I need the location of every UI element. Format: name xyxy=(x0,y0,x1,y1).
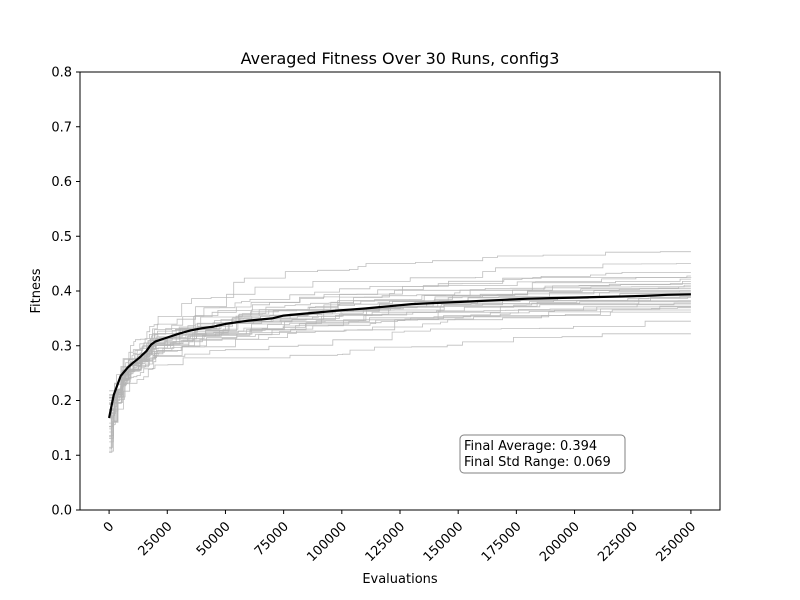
y-tick-label: 0.5 xyxy=(51,230,72,245)
y-axis: 0.0 0.1 0.2 0.3 0.4 0.5 0.6 0.7 0.8 xyxy=(51,66,80,519)
run-line xyxy=(109,286,691,401)
average-line xyxy=(108,293,691,419)
y-tick-label: 0.1 xyxy=(51,449,72,464)
final-average-text: Final Average: 0.394 xyxy=(464,439,597,454)
run-line xyxy=(109,263,691,405)
chart-title: Averaged Fitness Over 30 Runs, config3 xyxy=(241,49,560,68)
individual-runs-layer xyxy=(109,251,692,453)
run-line xyxy=(109,275,691,450)
run-line xyxy=(109,307,691,404)
y-tick-label: 0.7 xyxy=(51,120,72,135)
run-line xyxy=(109,333,691,410)
final-std-range-text: Final Std Range: 0.069 xyxy=(464,455,611,470)
y-axis-title: Fitness xyxy=(29,268,44,313)
run-line xyxy=(109,251,691,399)
y-tick-label: 0.6 xyxy=(51,175,72,190)
y-tick-label: 0.8 xyxy=(51,66,72,81)
average-line-layer xyxy=(108,293,691,419)
stats-annotation-box xyxy=(459,434,626,474)
y-tick-label: 0.0 xyxy=(51,504,72,519)
y-tick-label: 0.4 xyxy=(51,285,72,300)
run-line xyxy=(109,311,691,427)
stats-annotation: Final Average: 0.394 Final Std Range: 0.… xyxy=(459,434,626,474)
y-tick-label: 0.2 xyxy=(51,394,72,409)
run-line xyxy=(109,301,691,411)
x-axis-title: Evaluations xyxy=(362,572,438,587)
run-line xyxy=(109,292,691,424)
y-tick-label: 0.3 xyxy=(51,339,72,354)
run-line xyxy=(109,272,691,453)
